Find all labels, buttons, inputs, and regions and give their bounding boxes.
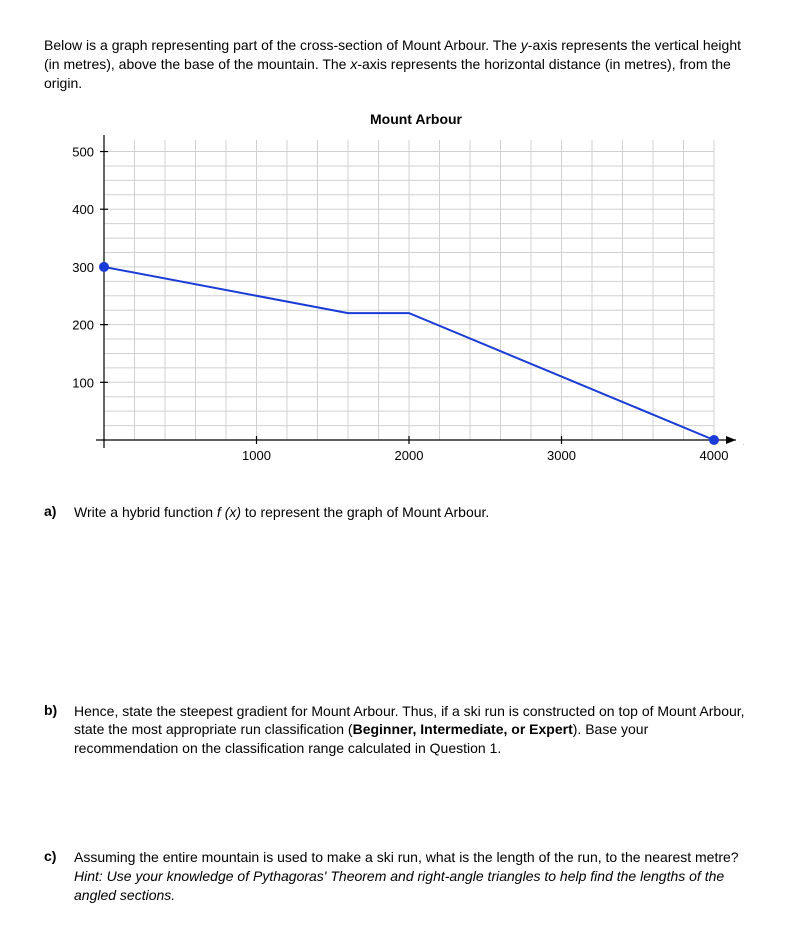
question-b-text: Hence, state the steepest gradient for M… [74,702,748,759]
svg-text:2000: 2000 [395,448,424,463]
svg-text:3000: 3000 [547,448,576,463]
question-b-label: b) [44,702,74,759]
svg-text:100: 100 [72,375,94,390]
svg-text:x: x [743,432,744,448]
intro-text-1: Below is a graph representing part of th… [44,37,521,53]
svg-text:1000: 1000 [242,448,271,463]
svg-text:4000: 4000 [700,448,729,463]
svg-text:400: 400 [72,202,94,217]
question-a-label: a) [44,503,74,522]
chart-svg: 1000200030004000100200300400500xy [44,135,744,485]
svg-text:200: 200 [72,317,94,332]
svg-text:300: 300 [72,260,94,275]
question-c-label: c) [44,848,74,905]
question-a: a) Write a hybrid function f (x) to repr… [44,503,748,522]
question-c-text: Assuming the entire mountain is used to … [74,848,748,905]
question-b: b) Hence, state the steepest gradient fo… [44,702,748,759]
y-axis-var: y [521,37,528,53]
svg-text:500: 500 [72,144,94,159]
chart-area: 1000200030004000100200300400500xy [44,135,744,485]
chart-title: Mount Arbour [84,111,748,127]
intro-paragraph: Below is a graph representing part of th… [44,36,748,93]
question-a-text: Write a hybrid function f (x) to represe… [74,503,748,522]
question-c: c) Assuming the entire mountain is used … [44,848,748,905]
chart-container: Mount Arbour 1000 2000 3000 4000 100 200 300 40… [44,111,748,485]
